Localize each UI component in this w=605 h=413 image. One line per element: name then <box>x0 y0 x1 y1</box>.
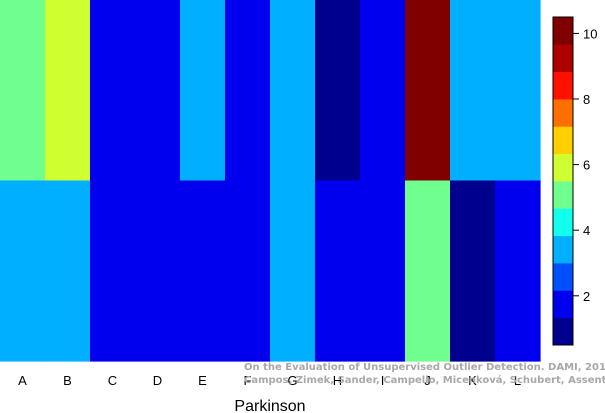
heatmap-cell-G-row1 <box>270 0 316 182</box>
heatmap-cell-A-row1 <box>0 0 46 182</box>
x-tick-label-J: J <box>424 373 431 388</box>
watermark-line-2: Campos, Zimek, Sander, Campello, Micenko… <box>244 374 605 386</box>
watermark-line-1: On the Evaluation of Unsupervised Outlie… <box>244 362 605 373</box>
x-tick-label-A: A <box>18 373 27 388</box>
colorbar-segment-3 <box>553 263 573 291</box>
heatmap-cell-F-row2 <box>225 180 271 362</box>
colorbar-segment-2 <box>553 290 573 319</box>
x-tick-label-B: B <box>63 373 72 388</box>
colorbar-tick-label-4: 4 <box>583 223 590 238</box>
x-tick-labels: A B C D E F G H I J K L <box>18 373 521 388</box>
heatmap-cell-I-row1 <box>360 0 406 182</box>
heatmap-cell-E-row2 <box>180 180 226 362</box>
colorbar-segment-8 <box>553 126 573 155</box>
colorbar-segment-11 <box>553 44 573 73</box>
colorbar-segment-10 <box>553 71 573 100</box>
colorbar-tick-label-8: 8 <box>583 92 590 107</box>
x-tick-label-C: C <box>108 373 117 388</box>
heatmap-cell-H-row1 <box>315 0 361 182</box>
colorbar <box>552 16 574 346</box>
colorbar-segment-6 <box>553 181 573 209</box>
x-tick-label-K: K <box>468 373 477 388</box>
heatmap-cell-F-row1 <box>225 0 271 182</box>
heatmap-cell-D-row2 <box>135 180 181 362</box>
colorbar-segment-4 <box>553 235 573 264</box>
x-tick-label-E: E <box>198 373 207 388</box>
heatmap-cell-L-row2 <box>495 180 541 362</box>
colorbar-tick-label-2: 2 <box>583 289 590 304</box>
colorbar-segment-7 <box>553 153 573 182</box>
colorbar-segment-1 <box>553 317 573 346</box>
heatmap-cell-D-row1 <box>135 0 181 182</box>
x-tick-label-L: L <box>514 373 521 388</box>
heatmap-cell-C-row2 <box>90 180 136 362</box>
colorbar-segment-9 <box>553 99 573 127</box>
x-tick-label-D: D <box>153 373 162 388</box>
colorbar-frame <box>552 16 574 346</box>
heatmap-cell-B-row2 <box>45 180 91 362</box>
colorbar-ticks: 2 4 6 8 10 <box>573 26 597 304</box>
heatmap-cell-K-row2 <box>450 180 496 362</box>
heatmap-cell-J-row1 <box>405 0 451 182</box>
heatmap-cells <box>0 0 541 362</box>
heatmap-cell-L-row1 <box>495 0 541 182</box>
heatmap-cell-K-row1 <box>450 0 496 182</box>
heatmap-cell-A-row2 <box>0 180 46 362</box>
heatmap-cell-J-row2 <box>405 180 451 362</box>
colorbar-segment-12 <box>553 17 573 45</box>
x-tick-label-G: G <box>287 373 297 388</box>
heatmap-cell-H-row2 <box>315 180 361 362</box>
colorbar-tick-label-10: 10 <box>583 26 597 41</box>
x-tick-label-F: F <box>244 373 252 388</box>
colorbar-segment-5 <box>553 208 573 237</box>
heatmap-cell-C-row1 <box>90 0 136 182</box>
heatmap-cell-B-row1 <box>45 0 91 182</box>
x-axis-title: Parkinson <box>234 398 305 413</box>
heatmap-cell-I-row2 <box>360 180 406 362</box>
x-tick-label-I: I <box>381 373 385 388</box>
colorbar-tick-label-6: 6 <box>583 158 590 173</box>
x-tick-label-H: H <box>333 373 342 388</box>
heatmap-cell-E-row1 <box>180 0 226 182</box>
heatmap-cell-G-row2 <box>270 180 316 362</box>
